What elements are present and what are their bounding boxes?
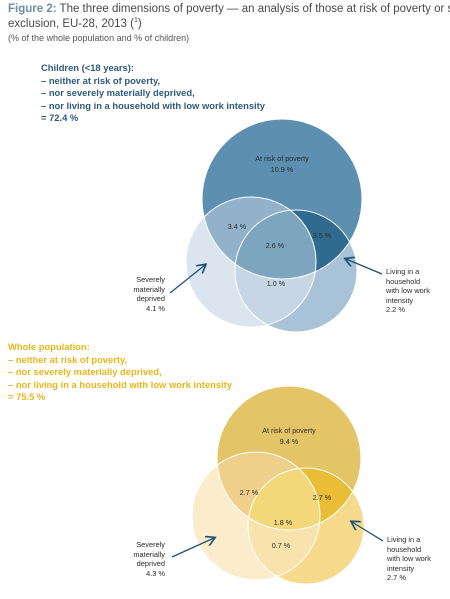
children-deprived-value: 4.1 % [146, 303, 165, 313]
children-deprived-arrow [169, 265, 205, 294]
figure-title-line2: exclusion, EU-28, 2013 (1) [8, 17, 142, 30]
whole-deprived-outline [191, 451, 321, 581]
whole-risk-value: 9.4 % [280, 437, 299, 446]
whole-deprived-arrow [171, 538, 214, 558]
figure-label: Figure 2: [8, 3, 57, 15]
children-risk-deprived-value: 3.4 % [228, 222, 247, 231]
figure-title-line2-text: exclusion, EU-28, 2013 ( [8, 17, 134, 30]
whole-risk-deprived-value: 2.7 % [240, 488, 259, 497]
whole-all-overlap [248, 468, 320, 530]
whole-work-value: 2.7 % [387, 573, 406, 582]
figure-title-line2-end: ) [137, 17, 142, 30]
children-deprived-label-line: deprived [136, 294, 165, 303]
whole-risk-work-value: 2.7 % [313, 493, 332, 502]
children-heading-line: – nor living in a household with low wor… [41, 99, 265, 111]
whole-heading-line: – neither at risk of poverty, [8, 353, 128, 365]
children-risk-label: At risk of poverty [255, 154, 309, 163]
whole-heading: Whole population: – neither at risk of p… [8, 341, 232, 404]
children-deprived-label-line: Severely [136, 275, 165, 284]
children-deprived-work-value: 1.0 % [267, 279, 286, 288]
children-work-label-line: household [386, 276, 421, 286]
whole-deprived-label: Severely materially deprived 4.3 % [105, 540, 165, 578]
whole-work-label-line: intensity [387, 563, 415, 573]
children-work-label-line: Living in a [386, 267, 420, 276]
children-work-label-line: with low work [386, 286, 430, 295]
figure-title-text: The three dimensions of poverty — an ana… [56, 3, 450, 15]
children-deprived-outline [185, 196, 317, 328]
whole-work-arrow [352, 522, 384, 542]
children-heading: Children (<18 years): – neither at risk … [41, 62, 265, 125]
whole-deprived-work-value: 0.7 % [272, 541, 291, 550]
whole-deprived-label-line: Severely [136, 540, 165, 549]
children-deprived-label-line: materially [133, 284, 165, 294]
whole-risk-label: At risk of poverty [262, 426, 316, 435]
children-all-value: 2.6 % [266, 241, 285, 250]
whole-risk-outline [216, 385, 362, 531]
whole-heading-line: – nor living in a household with low wor… [8, 378, 232, 390]
whole-work-outline [247, 467, 365, 585]
footnote-ref: 1 [133, 17, 138, 24]
children-work-label: Living in a household with low work inte… [386, 267, 430, 315]
whole-deprived-value: 4.3 % [146, 568, 165, 578]
children-heading-line: = 72.4 % [41, 112, 79, 123]
children-heading-line: – nor severely materially deprived, [41, 87, 195, 98]
whole-all-value: 1.8 % [274, 518, 293, 527]
children-risk-work-value: 3.5 % [313, 231, 332, 240]
whole-deprived-label-line: materially [133, 549, 165, 559]
figure-title: Figure 2: The three dimensions of povert… [8, 2, 450, 17]
children-deprived-label: Severely materially deprived 4.1 % [105, 275, 165, 313]
whole-work-label: Living in a household with low work inte… [387, 535, 431, 583]
whole-work-label-line: household [387, 544, 422, 554]
whole-deprived-label-line: deprived [136, 559, 165, 568]
children-work-arrow [346, 259, 383, 275]
whole-heading-line: Whole population: [8, 341, 90, 352]
children-work-outline [234, 209, 358, 333]
whole-heading-line: = 75.5 % [8, 391, 46, 402]
children-work-value: 2.2 % [386, 305, 405, 314]
whole-work-label-line: Living in a [387, 535, 421, 544]
figure-subtitle: (% of the whole population and % of chil… [8, 33, 190, 43]
children-heading-line: – neither at risk of poverty, [41, 74, 161, 86]
children-risk-value: 10.9 % [271, 165, 294, 174]
whole-heading-line: – nor severely materially deprived, [8, 366, 162, 377]
children-work-label-line: intensity [386, 295, 414, 305]
children-risk-outline [201, 118, 363, 280]
whole-work-label-line: with low work [387, 554, 431, 563]
children-venn-diagram: At risk of poverty 10.9 % 3.4 % 3.5 % 2.… [169, 118, 383, 333]
children-all-overlap [235, 210, 316, 279]
children-heading-line: Children (<18 years): [41, 62, 135, 73]
